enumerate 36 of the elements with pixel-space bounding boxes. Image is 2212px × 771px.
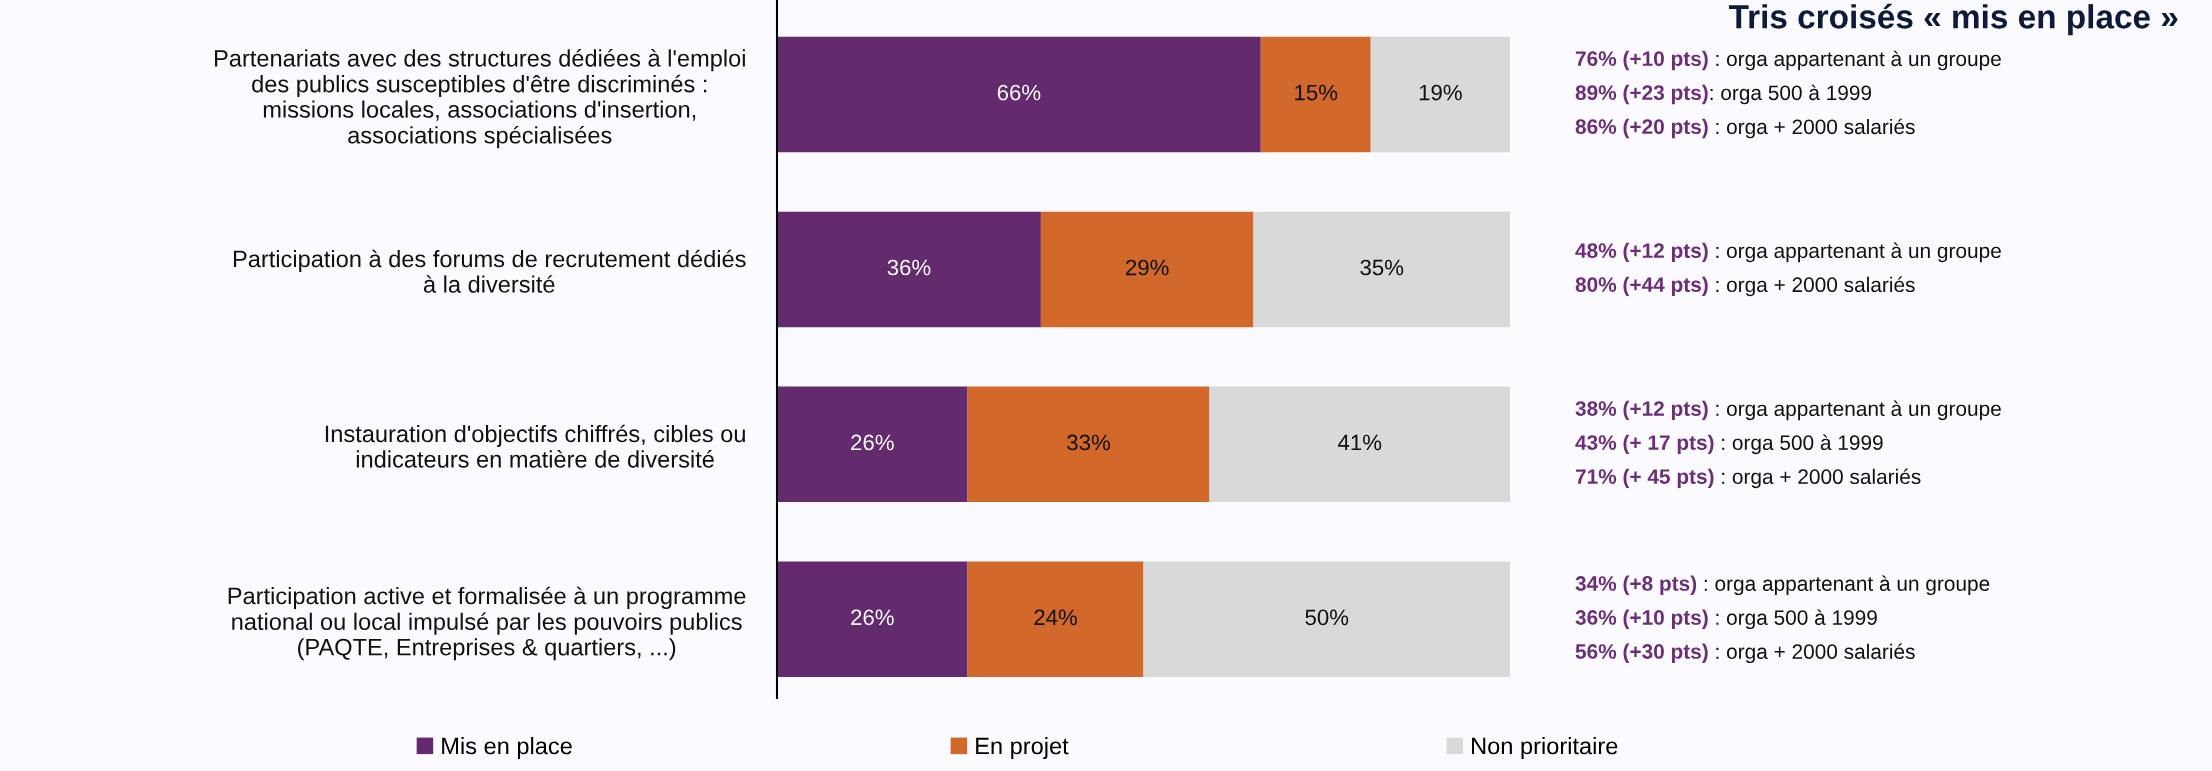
data-label: 26% xyxy=(851,434,894,451)
bar xyxy=(777,386,968,503)
data-label: 15% xyxy=(1295,84,1338,101)
legend-label: En projet xyxy=(976,736,1069,759)
data-label: 35% xyxy=(1360,259,1404,276)
data-label: 36% xyxy=(887,259,931,276)
bar xyxy=(777,211,1041,328)
text: 76% (+10 pts) : orga appartenant à un groupe 89% (+23 pts): orga 500 à 1999 86% (+20 pts) : orga + 2000 salariés xyxy=(1575,50,2001,139)
text: 38% (+12 pts) : orga appartenant à un groupe 43% (+ 17 pts) : orga 500 à 1999 71% (+ 45 pts) : orga + 2000 salariés xyxy=(1575,400,2001,489)
y-tick-label: Partenariats avec des structures dédiées à l'emploi des publics susceptibles d'être discriminés : missions locales, associations d'insertion, associations spécialisées xyxy=(215,49,745,149)
bar xyxy=(1040,211,1254,328)
bar xyxy=(1253,211,1510,328)
data-label: 66% xyxy=(997,84,1041,101)
text: 34% (+8 pts) : orga appartenant à un groupe 36% (+10 pts) : orga 500 à 1999 56% (+30 pts) : orga + 2000 salariés xyxy=(1575,575,1990,664)
y-tick-label: Participation active et formalisée à un programme national ou local impulsé par les pouvoirs publics (PAQTE, Entreprises & quartiers, ...) xyxy=(228,586,746,661)
data-label: 24% xyxy=(1034,609,1077,626)
bar xyxy=(1260,36,1371,153)
data-label: 19% xyxy=(1419,84,1462,101)
y-tick-label: Instauration d'objectifs chiffrés, cibles ou indicateurs en matière de diversité xyxy=(325,424,745,468)
bar xyxy=(1143,561,1510,678)
bar xyxy=(1370,36,1510,153)
bar xyxy=(1209,386,1510,503)
bar xyxy=(777,36,1261,153)
data-label: 41% xyxy=(1338,434,1382,451)
data-label: 26% xyxy=(851,609,894,626)
text: Tris croisés « mis en place » xyxy=(1728,3,2178,36)
legend-label: Mis en place xyxy=(442,736,572,759)
bar xyxy=(777,561,968,678)
text: 48% (+12 pts) : orga appartenant à un groupe 80% (+44 pts) : orga + 2000 salariés xyxy=(1575,242,2001,297)
data-label: 29% xyxy=(1126,259,1169,276)
legend-label: Non prioritaire xyxy=(1472,736,1618,759)
bar xyxy=(967,386,1210,503)
data-label: 33% xyxy=(1067,434,1110,451)
data-label: 50% xyxy=(1305,609,1349,626)
bar xyxy=(967,561,1144,678)
y-tick-label: Participation à des forums de recrutement dédiés à la diversité xyxy=(233,249,746,293)
